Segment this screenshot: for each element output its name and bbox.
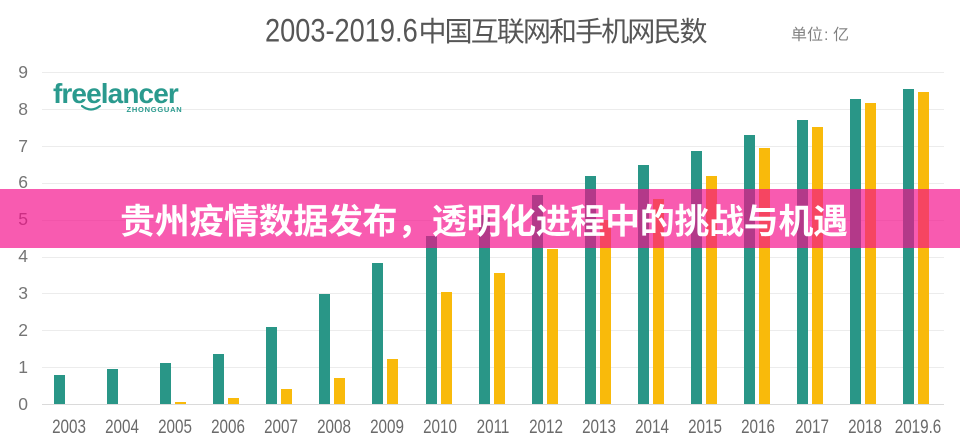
- svg-text::: :: [824, 27, 828, 44]
- svg-text:2003-2019.6: 2003-2019.6: [265, 13, 418, 49]
